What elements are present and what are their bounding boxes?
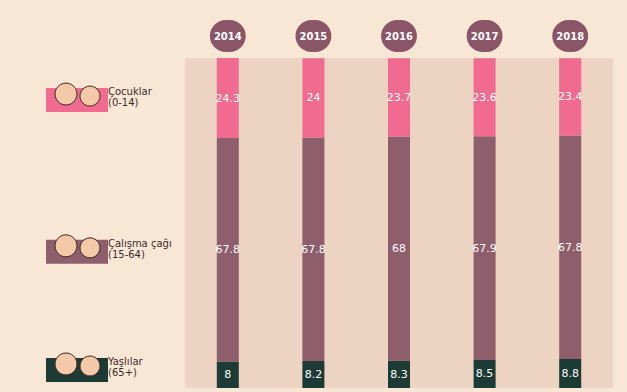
svg-text:8: 8 bbox=[224, 368, 231, 381]
svg-text:24.3: 24.3 bbox=[216, 92, 241, 105]
svg-text:67.9: 67.9 bbox=[472, 242, 497, 255]
svg-text:Yaşlılar: Yaşlılar bbox=[107, 356, 144, 367]
svg-text:67.8: 67.8 bbox=[216, 243, 241, 256]
svg-text:(0-14): (0-14) bbox=[108, 97, 139, 108]
svg-text:2015: 2015 bbox=[299, 31, 327, 42]
svg-text:68: 68 bbox=[392, 242, 406, 255]
svg-text:23.7: 23.7 bbox=[387, 91, 412, 104]
svg-text:23.6: 23.6 bbox=[472, 91, 497, 104]
svg-text:67.8: 67.8 bbox=[558, 241, 583, 254]
svg-text:8.8: 8.8 bbox=[561, 367, 579, 380]
svg-text:Çalışma çağı: Çalışma çağı bbox=[108, 238, 172, 249]
svg-text:8.3: 8.3 bbox=[390, 368, 408, 381]
svg-text:23.4: 23.4 bbox=[558, 90, 583, 103]
svg-text:67.8: 67.8 bbox=[301, 243, 326, 256]
svg-text:2016: 2016 bbox=[385, 31, 413, 42]
svg-text:24: 24 bbox=[306, 91, 320, 104]
svg-text:(65+): (65+) bbox=[108, 367, 137, 378]
svg-text:(15-64): (15-64) bbox=[108, 249, 145, 260]
svg-text:8.2: 8.2 bbox=[305, 368, 323, 381]
svg-text:8.5: 8.5 bbox=[476, 367, 494, 380]
svg-text:2017: 2017 bbox=[471, 31, 499, 42]
svg-text:2018: 2018 bbox=[556, 31, 584, 42]
svg-text:Çocuklar: Çocuklar bbox=[108, 86, 153, 97]
svg-text:2014: 2014 bbox=[214, 31, 242, 42]
